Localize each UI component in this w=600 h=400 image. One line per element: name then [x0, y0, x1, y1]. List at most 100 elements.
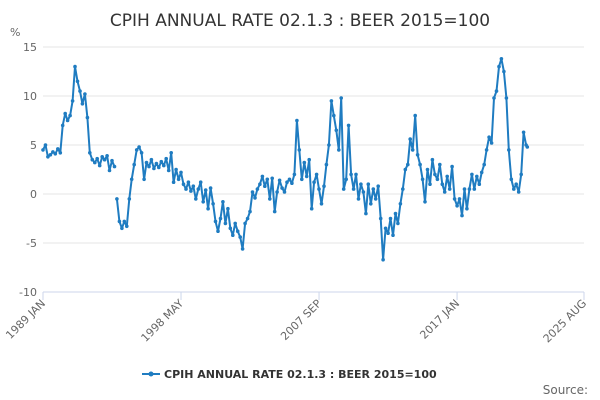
data-point[interactable]: [487, 135, 491, 139]
data-point[interactable]: [410, 148, 415, 152]
data-point[interactable]: [341, 187, 346, 191]
data-point[interactable]: [260, 174, 265, 179]
data-point[interactable]: [270, 176, 275, 181]
data-point[interactable]: [129, 177, 134, 182]
data-point[interactable]: [364, 211, 368, 216]
data-point[interactable]: [154, 161, 159, 166]
legend[interactable]: CPIH ANNUAL RATE 02.1.3 : BEER 2015=100: [142, 368, 437, 381]
data-point[interactable]: [60, 123, 65, 128]
data-point[interactable]: [80, 102, 85, 106]
data-point[interactable]: [351, 187, 356, 191]
data-point[interactable]: [105, 154, 109, 158]
data-point[interactable]: [435, 177, 440, 182]
data-point[interactable]: [282, 190, 287, 194]
data-point[interactable]: [430, 157, 435, 162]
data-point[interactable]: [438, 162, 442, 167]
data-point[interactable]: [120, 226, 124, 231]
data-point[interactable]: [152, 166, 156, 171]
data-point[interactable]: [117, 219, 122, 224]
data-point[interactable]: [440, 182, 445, 186]
data-point[interactable]: [265, 177, 270, 182]
data-point[interactable]: [309, 206, 314, 211]
data-point[interactable]: [519, 172, 523, 177]
data-point[interactable]: [93, 160, 97, 165]
data-point[interactable]: [406, 162, 410, 167]
data-point[interactable]: [196, 187, 201, 191]
data-point[interactable]: [179, 170, 183, 175]
data-point[interactable]: [112, 164, 117, 169]
data-point[interactable]: [275, 190, 279, 194]
data-point[interactable]: [125, 224, 129, 229]
data-point[interactable]: [319, 202, 324, 206]
data-point[interactable]: [457, 197, 462, 201]
data-point[interactable]: [272, 209, 277, 214]
data-point[interactable]: [479, 170, 484, 175]
data-point[interactable]: [208, 186, 213, 190]
data-point[interactable]: [295, 118, 299, 123]
data-point[interactable]: [322, 184, 326, 188]
data-point[interactable]: [403, 167, 408, 172]
data-point[interactable]: [452, 197, 457, 201]
data-point[interactable]: [280, 186, 284, 190]
data-point[interactable]: [297, 148, 302, 152]
data-point[interactable]: [169, 151, 173, 155]
data-point[interactable]: [137, 145, 141, 149]
data-point[interactable]: [302, 160, 307, 165]
data-point[interactable]: [127, 197, 132, 201]
data-point[interactable]: [516, 190, 521, 194]
data-point[interactable]: [285, 180, 289, 184]
data-point[interactable]: [344, 177, 349, 182]
data-point[interactable]: [221, 200, 225, 204]
data-point[interactable]: [460, 213, 464, 218]
data-point[interactable]: [494, 89, 499, 93]
data-point[interactable]: [504, 96, 509, 100]
data-point[interactable]: [408, 137, 413, 141]
data-point[interactable]: [465, 206, 469, 211]
data-point[interactable]: [433, 172, 437, 177]
data-point[interactable]: [455, 204, 459, 208]
data-point[interactable]: [425, 167, 430, 172]
data-point[interactable]: [228, 226, 233, 231]
data-point[interactable]: [174, 167, 178, 172]
data-point[interactable]: [509, 177, 514, 182]
data-point[interactable]: [359, 182, 363, 186]
data-point[interactable]: [290, 181, 294, 185]
data-point[interactable]: [334, 128, 339, 133]
data-point[interactable]: [467, 187, 472, 191]
data-point[interactable]: [329, 99, 334, 103]
data-point[interactable]: [253, 196, 257, 200]
data-point[interactable]: [287, 177, 292, 182]
data-point[interactable]: [376, 184, 381, 188]
data-point[interactable]: [507, 148, 511, 152]
data-point[interactable]: [312, 180, 316, 184]
data-point[interactable]: [176, 177, 181, 182]
data-point[interactable]: [41, 148, 45, 152]
data-point[interactable]: [223, 221, 228, 226]
data-point[interactable]: [339, 96, 344, 100]
data-point[interactable]: [462, 187, 467, 191]
data-point[interactable]: [240, 247, 245, 251]
data-point[interactable]: [162, 163, 166, 168]
data-point[interactable]: [413, 113, 418, 118]
data-point[interactable]: [521, 130, 526, 135]
data-point[interactable]: [492, 96, 496, 100]
data-point[interactable]: [378, 216, 383, 221]
data-point[interactable]: [401, 187, 405, 191]
data-point[interactable]: [386, 231, 390, 235]
data-point[interactable]: [525, 145, 530, 149]
data-point[interactable]: [277, 178, 282, 183]
data-point[interactable]: [233, 221, 237, 226]
data-point[interactable]: [304, 174, 309, 179]
data-point[interactable]: [388, 216, 393, 221]
data-point[interactable]: [423, 200, 427, 204]
data-point[interactable]: [171, 180, 176, 184]
data-point[interactable]: [381, 257, 385, 262]
data-point[interactable]: [472, 187, 477, 191]
data-point[interactable]: [332, 113, 336, 118]
data-point[interactable]: [477, 182, 482, 186]
data-point[interactable]: [300, 177, 304, 182]
data-point[interactable]: [216, 229, 220, 233]
data-point[interactable]: [245, 216, 250, 221]
data-point[interactable]: [102, 157, 107, 162]
data-point[interactable]: [132, 162, 136, 167]
